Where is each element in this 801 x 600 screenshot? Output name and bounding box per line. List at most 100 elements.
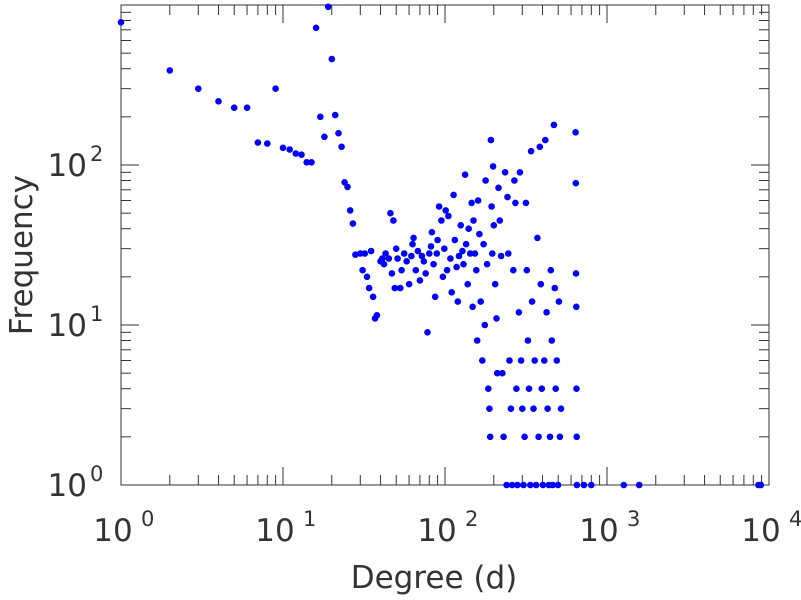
data-point	[473, 266, 480, 274]
data-point	[513, 385, 520, 393]
data-point	[397, 284, 404, 292]
data-point	[418, 252, 426, 260]
data-point	[486, 433, 494, 441]
data-point	[549, 481, 556, 489]
data-point	[493, 315, 500, 322]
data-point	[420, 258, 428, 265]
data-point	[369, 293, 377, 301]
data-point	[489, 250, 496, 257]
data-point	[349, 220, 357, 227]
data-point	[451, 236, 459, 244]
x-tick-label: 10	[255, 513, 294, 549]
x-tick-labels: 10 0 10 1 10 2 10 3 10 4	[93, 507, 801, 549]
data-point	[286, 146, 294, 153]
data-point	[361, 250, 369, 257]
data-point	[473, 337, 481, 344]
data-point	[331, 111, 339, 119]
data-point	[620, 481, 628, 489]
data-point	[572, 129, 579, 136]
data-point	[430, 260, 437, 268]
data-point	[572, 179, 580, 187]
data-point	[486, 405, 493, 413]
data-point	[514, 481, 521, 489]
data-point	[335, 129, 342, 137]
data-point	[385, 255, 393, 262]
data-point	[390, 217, 397, 224]
data-point	[445, 212, 452, 220]
x-tick-label: 10	[579, 513, 618, 549]
data-point	[117, 19, 125, 26]
data-point	[503, 481, 510, 489]
data-point	[317, 113, 324, 121]
data-point	[428, 228, 436, 236]
data-point	[512, 199, 519, 207]
data-point	[500, 433, 507, 441]
data-point	[409, 240, 416, 248]
x-tick-exponent: 4	[789, 507, 801, 531]
data-point	[457, 222, 465, 229]
data-point	[485, 385, 492, 393]
data-point	[254, 139, 262, 146]
data-point	[488, 203, 495, 210]
data-points	[117, 3, 765, 489]
data-point	[483, 260, 491, 268]
data-point	[580, 481, 588, 489]
data-point	[443, 266, 451, 274]
x-tick-label: 10	[417, 513, 456, 549]
data-point	[573, 385, 580, 393]
y-tick-label: 10	[48, 308, 87, 344]
data-point	[391, 284, 399, 292]
data-point	[367, 247, 375, 255]
data-point	[434, 236, 441, 244]
data-point	[462, 240, 470, 248]
data-point	[403, 258, 411, 265]
data-point	[426, 250, 433, 257]
y-tick-exponent: 0	[90, 462, 103, 486]
data-point	[215, 98, 222, 105]
x-tick-exponent: 0	[141, 507, 154, 531]
data-point	[461, 171, 469, 178]
data-point	[292, 150, 300, 157]
data-point	[542, 136, 549, 144]
data-point	[405, 280, 413, 288]
data-point	[438, 217, 445, 224]
data-point	[441, 245, 448, 252]
data-point	[489, 163, 497, 170]
data-point	[476, 230, 483, 238]
data-point	[465, 225, 473, 232]
data-point	[469, 303, 476, 311]
data-point	[525, 385, 533, 393]
data-point	[474, 197, 482, 204]
data-point	[321, 133, 328, 141]
data-point	[468, 199, 475, 207]
data-point	[408, 252, 415, 260]
data-point	[392, 245, 400, 252]
data-point	[272, 85, 279, 92]
data-point	[539, 481, 547, 489]
data-point	[524, 337, 532, 344]
data-point	[530, 405, 537, 413]
data-point	[482, 177, 489, 184]
data-point	[344, 183, 351, 191]
data-point	[312, 24, 320, 32]
data-point	[324, 3, 332, 11]
y-tick-exponent: 1	[90, 302, 103, 326]
data-point	[523, 266, 531, 274]
data-point	[519, 405, 526, 413]
data-point	[453, 263, 460, 271]
data-point	[495, 184, 502, 192]
data-point	[757, 481, 765, 489]
data-point	[531, 357, 538, 364]
data-point	[515, 309, 523, 316]
data-point	[511, 177, 518, 184]
data-point	[373, 312, 381, 319]
data-point	[279, 144, 287, 152]
data-point	[520, 481, 527, 489]
data-point	[543, 309, 550, 316]
data-point	[435, 203, 443, 210]
data-point	[447, 255, 454, 262]
axis-ticks	[120, 4, 770, 486]
data-point	[573, 433, 580, 441]
data-point	[439, 273, 447, 281]
